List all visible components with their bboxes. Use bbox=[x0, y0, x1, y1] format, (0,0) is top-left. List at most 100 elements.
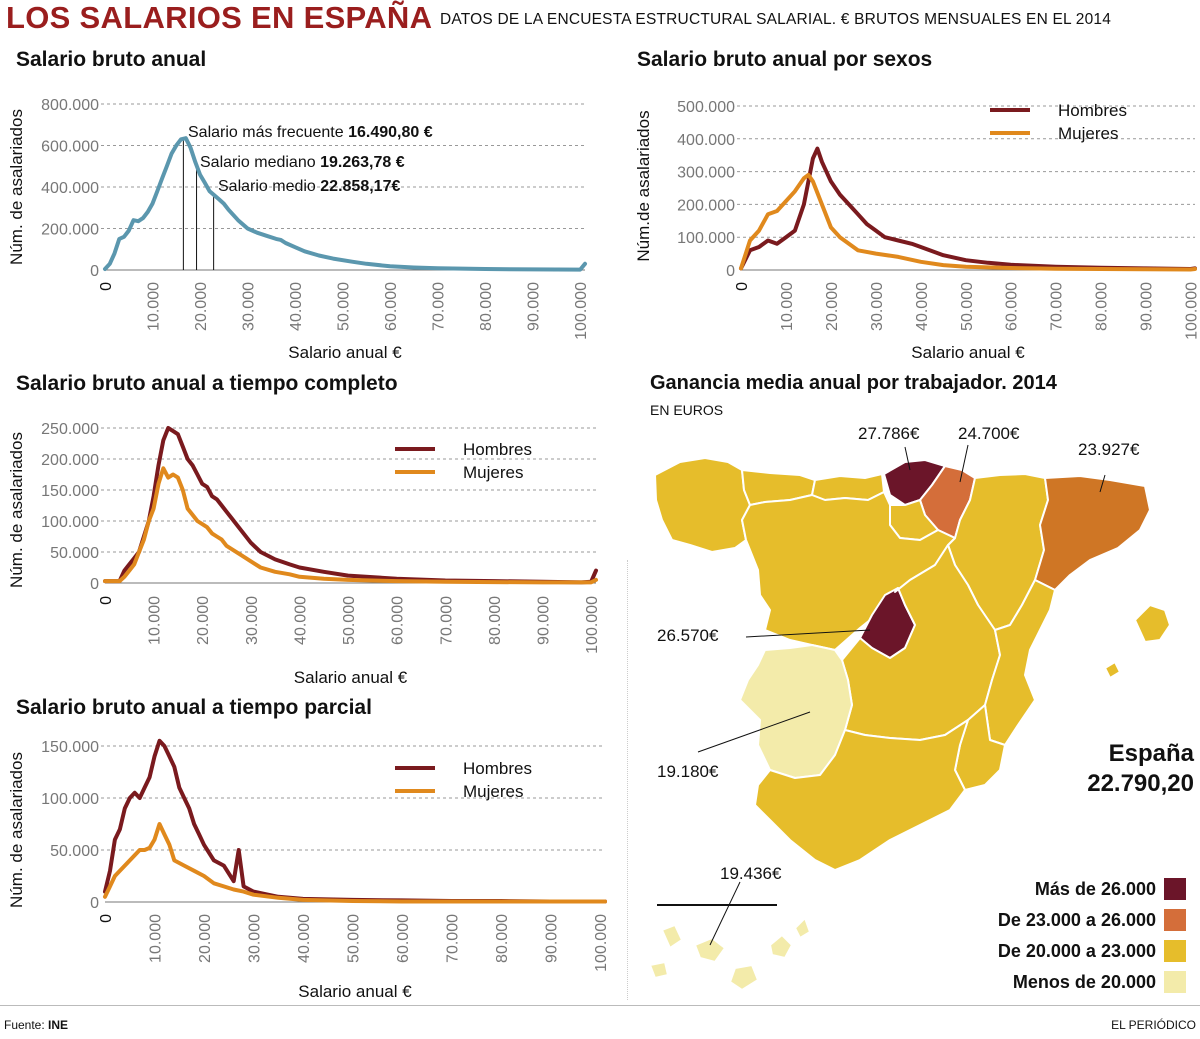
region-valenciana bbox=[984, 579, 1056, 746]
callout-line-canarias bbox=[709, 881, 741, 946]
series-line-hombres bbox=[739, 146, 1197, 271]
section-divider bbox=[627, 560, 628, 1000]
legend-swatch-high bbox=[1164, 878, 1186, 900]
x-tick-label: 90.000 bbox=[544, 914, 561, 963]
legend-label: De 23.000 a 26.000 bbox=[997, 909, 1156, 930]
x-tick-label: 80.000 bbox=[478, 282, 495, 331]
x-tick-label: 100.000 bbox=[573, 282, 590, 340]
map-subtitle: EN EUROS bbox=[650, 402, 724, 418]
x-tick-label: 80.000 bbox=[494, 914, 511, 963]
x-tick-label: 90.000 bbox=[1139, 282, 1156, 331]
footer-rule bbox=[0, 1005, 1200, 1006]
legend-label-mujeres: Mujeres bbox=[463, 782, 523, 801]
annotation-value: 22.858,17€ bbox=[320, 178, 400, 195]
x-tick-label: 40.000 bbox=[914, 282, 931, 331]
footer-source: Fuente: INE bbox=[4, 1018, 68, 1032]
spain-value: 22.790,20 bbox=[1087, 770, 1194, 797]
legend-swatch-mid bbox=[1164, 940, 1186, 962]
y-tick-label: 200.000 bbox=[41, 222, 99, 239]
x-tick-label: 100.000 bbox=[584, 596, 601, 654]
y-tick-label: 0 bbox=[726, 263, 735, 280]
x-tick-label: 30.000 bbox=[247, 914, 264, 963]
x-tick-label: 0 bbox=[98, 596, 115, 605]
x-tick-label: 50.000 bbox=[341, 596, 358, 645]
callout-canarias: 19.436€ bbox=[720, 864, 782, 883]
y-tick-label: 200.000 bbox=[677, 197, 735, 214]
legend-item-low: Menos de 20.000 bbox=[1013, 971, 1186, 993]
footer-source-label: Fuente: bbox=[4, 1018, 49, 1032]
y-tick-label: 150.000 bbox=[41, 739, 99, 756]
callout-line-madrid bbox=[745, 629, 871, 638]
callout-navarra: 24.700€ bbox=[958, 424, 1020, 443]
x-tick-label: 10.000 bbox=[147, 596, 164, 645]
series-line-total bbox=[103, 136, 587, 272]
x-tick-label: 40.000 bbox=[288, 282, 305, 331]
x-tick-label: 50.000 bbox=[346, 914, 363, 963]
callout-line-extremadura bbox=[697, 711, 811, 753]
callout-pais-vasco: 27.786€ bbox=[858, 424, 920, 443]
x-tick-label: 80.000 bbox=[1094, 282, 1111, 331]
footer-brand: EL PERIÓDICO bbox=[1111, 1018, 1196, 1032]
chart-title-parcial: Salario bruto anual a tiempo parcial bbox=[16, 696, 372, 719]
region-baleares-small bbox=[1104, 661, 1121, 679]
y-axis-label: Núm. de asalariados bbox=[7, 752, 26, 908]
callout-line-cataluna bbox=[1099, 474, 1106, 493]
y-tick-label: 0 bbox=[90, 263, 99, 280]
x-tick-label: 70.000 bbox=[438, 596, 455, 645]
x-tick-label: 50.000 bbox=[336, 282, 353, 331]
map-title: Ganancia media anual por trabajador. 201… bbox=[650, 372, 1057, 394]
annotation: Salario más frecuente 16.490,80 € bbox=[188, 124, 433, 141]
y-tick-label: 0 bbox=[90, 576, 99, 593]
x-tick-label: 70.000 bbox=[431, 282, 448, 331]
y-tick-label: 200.000 bbox=[41, 452, 99, 469]
y-tick-label: 150.000 bbox=[41, 483, 99, 500]
legend-label: Menos de 20.000 bbox=[1012, 971, 1156, 992]
x-tick-label: 50.000 bbox=[959, 282, 976, 331]
legend-label: De 20.000 a 23.000 bbox=[997, 940, 1156, 961]
x-tick-label: 10.000 bbox=[146, 282, 163, 331]
callout-extremadura: 19.180€ bbox=[657, 762, 719, 781]
region-andalucia bbox=[754, 719, 969, 871]
x-tick-label: 20.000 bbox=[193, 282, 210, 331]
chart-title-anual: Salario bruto anual bbox=[16, 48, 207, 71]
x-tick-label: 40.000 bbox=[292, 596, 309, 645]
annotation-value: 16.490,80 € bbox=[348, 124, 433, 141]
page-title: LOS SALARIOS EN ESPAÑA bbox=[6, 0, 433, 35]
legend-item-midhigh: De 23.000 a 26.000 bbox=[998, 909, 1186, 931]
y-axis-label: Núm.de asalariados bbox=[634, 110, 653, 261]
y-axis-label: Núm. de asalariados bbox=[7, 109, 26, 265]
legend-item-high: Más de 26.000 bbox=[1035, 878, 1186, 900]
x-tick-label: 0 bbox=[98, 914, 115, 923]
y-tick-label: 500.000 bbox=[677, 99, 735, 116]
x-axis-label: Salario anual € bbox=[288, 343, 402, 362]
x-tick-label: 30.000 bbox=[869, 282, 886, 331]
legend-label-hombres: Hombres bbox=[463, 440, 532, 459]
x-axis-label: Salario anual € bbox=[298, 982, 412, 1001]
annotation-label: Salario medio bbox=[218, 178, 320, 195]
y-tick-label: 50.000 bbox=[50, 843, 99, 860]
y-tick-label: 300.000 bbox=[677, 165, 735, 182]
x-tick-label: 100.000 bbox=[1184, 282, 1200, 340]
legend-item-mid: De 20.000 a 23.000 bbox=[998, 940, 1186, 962]
x-tick-label: 70.000 bbox=[445, 914, 462, 963]
callout-line-navarra bbox=[959, 444, 969, 483]
y-tick-label: 100.000 bbox=[41, 514, 99, 531]
callout-cataluna: 23.927€ bbox=[1078, 440, 1140, 459]
x-tick-label: 20.000 bbox=[824, 282, 841, 331]
region-canarias bbox=[649, 917, 811, 991]
annotation-label: Salario mediano bbox=[200, 154, 320, 171]
chart-title-completo: Salario bruto anual a tiempo completo bbox=[16, 372, 398, 395]
x-axis-label: Salario anual € bbox=[294, 668, 408, 687]
x-tick-label: 10.000 bbox=[148, 914, 165, 963]
x-tick-label: 80.000 bbox=[487, 596, 504, 645]
page-subtitle: DATOS DE LA ENCUESTA ESTRUCTURAL SALARIA… bbox=[440, 11, 1112, 28]
y-tick-label: 50.000 bbox=[50, 545, 99, 562]
y-tick-label: 400.000 bbox=[677, 132, 735, 149]
x-tick-label: 40.000 bbox=[296, 914, 313, 963]
x-tick-label: 60.000 bbox=[1004, 282, 1021, 331]
annotation: Salario mediano 19.263,78 € bbox=[200, 154, 405, 171]
